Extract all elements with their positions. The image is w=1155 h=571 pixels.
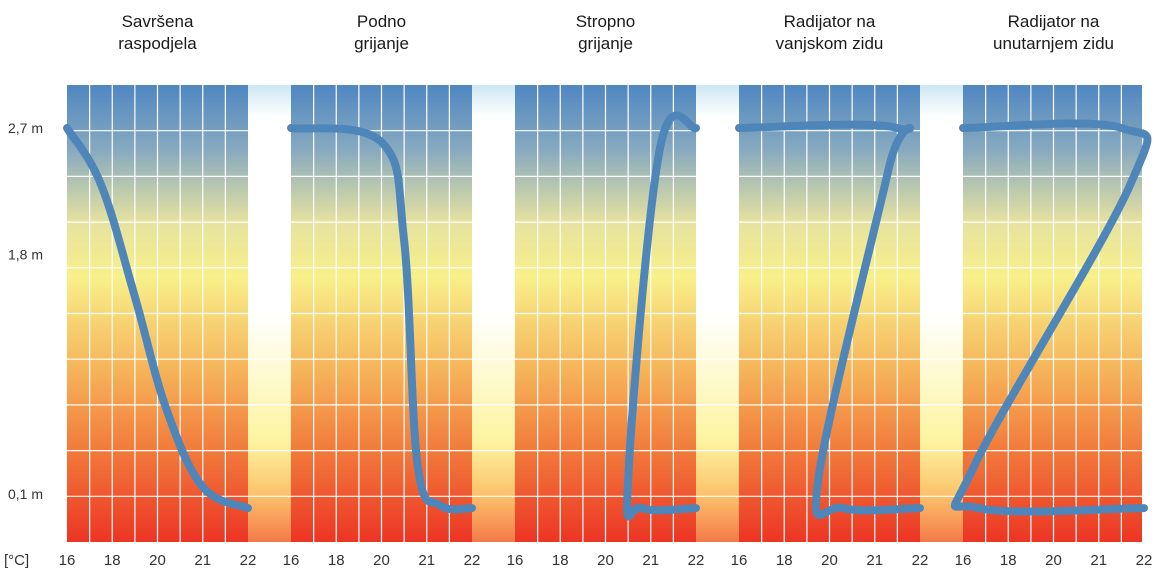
- x-tick-label: 22: [240, 552, 257, 569]
- x-tick-label: 18: [328, 552, 345, 569]
- x-tick-label: 22: [1136, 552, 1153, 569]
- panel-title-line: Podno: [357, 12, 406, 31]
- x-tick-label: 18: [776, 552, 793, 569]
- temperature-curve-2: [287, 124, 476, 514]
- x-tick-label: 20: [597, 552, 614, 569]
- x-tick-label: 18: [104, 552, 121, 569]
- x-tick-label: 21: [194, 552, 211, 569]
- x-tick-label: 21: [418, 552, 435, 569]
- panel-title-line: grijanje: [354, 34, 409, 53]
- temperature-curve-3: [623, 111, 700, 521]
- panel-title-line: unutarnjem zidu: [993, 34, 1114, 53]
- x-tick-label: 16: [731, 552, 748, 569]
- x-tick-label: 22: [688, 552, 705, 569]
- temperature-curve-4: [735, 120, 924, 520]
- x-tick-label: 21: [866, 552, 883, 569]
- panel-title-line: vanjskom zidu: [776, 34, 884, 53]
- x-tick-label: 16: [283, 552, 300, 569]
- panel-title-line: Stropno: [576, 12, 636, 31]
- x-tick-label: 20: [149, 552, 166, 569]
- x-tick-label: 18: [552, 552, 569, 569]
- x-tick-label: 21: [1090, 552, 1107, 569]
- x-tick-label: 20: [821, 552, 838, 569]
- x-tick-label: 20: [373, 552, 390, 569]
- panel-title-line: Savršena: [122, 12, 194, 31]
- x-tick-label: 22: [464, 552, 481, 569]
- x-tick-label: 16: [507, 552, 524, 569]
- y-tick-label: 0,1 m: [8, 486, 43, 502]
- panel-title-line: raspodjela: [118, 34, 197, 53]
- temperature-curve-5: [950, 119, 1152, 516]
- temperature-curve-1: [63, 124, 252, 513]
- x-tick-label: 16: [59, 552, 76, 569]
- panel-title-line: grijanje: [578, 34, 633, 53]
- x-unit-label: [°C]: [4, 552, 29, 569]
- x-tick-label: 22: [912, 552, 929, 569]
- x-tick-label: 16: [955, 552, 972, 569]
- x-tick-label: 20: [1045, 552, 1062, 569]
- x-tick-label: 21: [642, 552, 659, 569]
- y-tick-label: 1,8 m: [8, 247, 43, 263]
- y-tick-label: 2,7 m: [8, 120, 43, 136]
- panel-title-line: Radijator na: [784, 12, 876, 31]
- panel-title-line: Radijator na: [1008, 12, 1100, 31]
- x-tick-label: 18: [1000, 552, 1017, 569]
